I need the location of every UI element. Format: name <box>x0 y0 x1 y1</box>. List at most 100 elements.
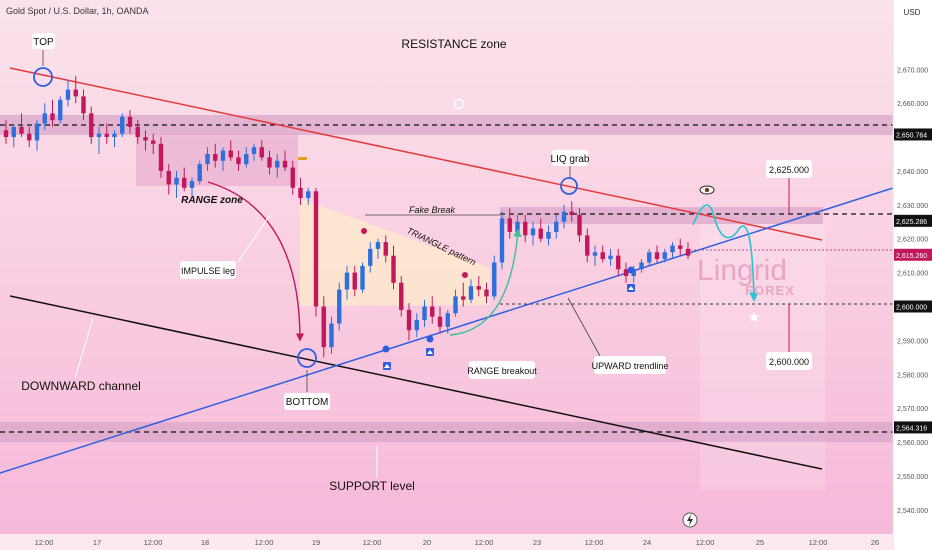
candle-body <box>623 269 629 276</box>
candle-body <box>678 245 683 249</box>
candle <box>608 248 613 266</box>
candle-body <box>259 147 264 158</box>
candle <box>73 76 78 104</box>
candle-body <box>282 160 288 168</box>
svg-text:2,600.000: 2,600.000 <box>769 357 809 367</box>
lightning-icon[interactable] <box>682 512 698 528</box>
candle <box>166 164 171 195</box>
candle <box>34 120 40 151</box>
candle <box>50 99 55 127</box>
price-tick-label: 2,620.000 <box>897 237 928 244</box>
time-tick-label: 12:00 <box>475 538 494 547</box>
time-tick-label: 19 <box>312 538 320 547</box>
price-axis-panel[interactable] <box>893 0 932 550</box>
candle <box>189 177 195 199</box>
projection-shade <box>700 210 825 490</box>
price-level-tag: 2,615.260 <box>894 248 932 261</box>
candle-body <box>290 167 295 188</box>
candle-body <box>406 309 412 331</box>
candle-body <box>158 143 164 171</box>
candle <box>437 306 443 334</box>
candle-body <box>58 99 63 121</box>
candle-body <box>445 313 450 327</box>
triangle-dot-top <box>361 228 367 234</box>
upward-trendline <box>0 187 894 474</box>
candle <box>321 296 326 358</box>
candle <box>298 177 303 205</box>
candle-body <box>166 170 171 185</box>
price-tick-label: 2,570.000 <box>897 406 928 413</box>
candle-body <box>27 133 32 141</box>
candle <box>244 147 249 168</box>
price-level-tags: 2,650.764 2,625.286 2,615.260 2,600.000 2,56… <box>894 128 932 434</box>
price-level-value: 2,600.000 <box>896 305 927 312</box>
candle <box>523 215 528 243</box>
candle <box>414 313 419 337</box>
candle <box>484 282 489 304</box>
downward-channel-label: DOWNWARD channel <box>21 379 141 393</box>
candle-body <box>89 113 94 138</box>
candle <box>569 201 574 222</box>
time-tick-label: 26 <box>871 538 879 547</box>
candle-body <box>251 147 257 154</box>
candle-body <box>205 154 210 165</box>
candle <box>251 143 257 161</box>
candle-body <box>174 177 179 185</box>
svg-text:UPWARD trendline: UPWARD trendline <box>592 361 669 371</box>
projection-path <box>692 204 759 302</box>
candle-body <box>189 181 195 188</box>
candle-body <box>65 89 71 100</box>
candle <box>27 126 32 148</box>
leader-impulse <box>237 214 271 263</box>
candle <box>205 147 210 171</box>
time-axis-panel[interactable] <box>0 534 893 550</box>
alert-clock-icon <box>453 98 465 110</box>
candle-body <box>329 323 334 348</box>
candle <box>670 242 675 260</box>
candle-body <box>585 235 590 256</box>
bottom-label-box: BOTTOM <box>284 393 330 410</box>
candle <box>577 208 582 243</box>
symbol-title: Gold Spot / U.S. Dollar, 1h, OANDA <box>6 6 149 16</box>
price-level-tag: 2,650.764 <box>894 128 932 141</box>
price-tick-label: 2,560.000 <box>897 440 928 447</box>
time-tick-label: 25 <box>756 538 764 547</box>
time-tick-label: 23 <box>533 538 541 547</box>
candle-body <box>50 113 55 121</box>
candle-body <box>662 252 667 260</box>
candle <box>561 204 567 229</box>
svg-text:LIQ grab: LIQ grab <box>551 154 590 165</box>
candle <box>383 235 388 263</box>
candle-body <box>344 272 350 290</box>
candle-body <box>368 248 373 266</box>
candle <box>135 120 140 144</box>
watermark-forex: FOREX <box>745 283 795 298</box>
time-axis-ticks: 12:00 17 12:00 18 12:00 19 12:00 20 12:00 23 12:00… <box>35 538 880 547</box>
range-zone-label: RANGE zone <box>181 195 243 206</box>
candle <box>19 113 24 138</box>
time-tick-label: 18 <box>201 538 209 547</box>
candles-layer <box>3 76 691 358</box>
candle <box>329 316 334 354</box>
candle-body <box>515 221 520 232</box>
resistance-zone-label: RESISTANCE zone <box>401 37 506 51</box>
candle-body <box>120 116 125 134</box>
candle <box>399 276 404 317</box>
price-tick-label: 2,660.000 <box>897 101 928 108</box>
candle-body <box>569 211 574 215</box>
candle-body <box>507 218 512 232</box>
candle-body <box>484 289 489 297</box>
star-icon <box>748 312 760 322</box>
price-tick-label: 2,540.000 <box>897 508 928 515</box>
candle-body <box>523 221 528 236</box>
candle <box>127 109 133 134</box>
support-level-label: SUPPORT level <box>329 479 415 493</box>
candle <box>678 238 683 256</box>
svg-text:IMPULSE leg: IMPULSE leg <box>181 266 235 276</box>
svg-text:RANGE breakout: RANGE breakout <box>467 366 537 376</box>
candle <box>453 289 458 317</box>
candle-body <box>639 262 644 270</box>
candle <box>96 126 102 154</box>
candle <box>445 309 450 334</box>
